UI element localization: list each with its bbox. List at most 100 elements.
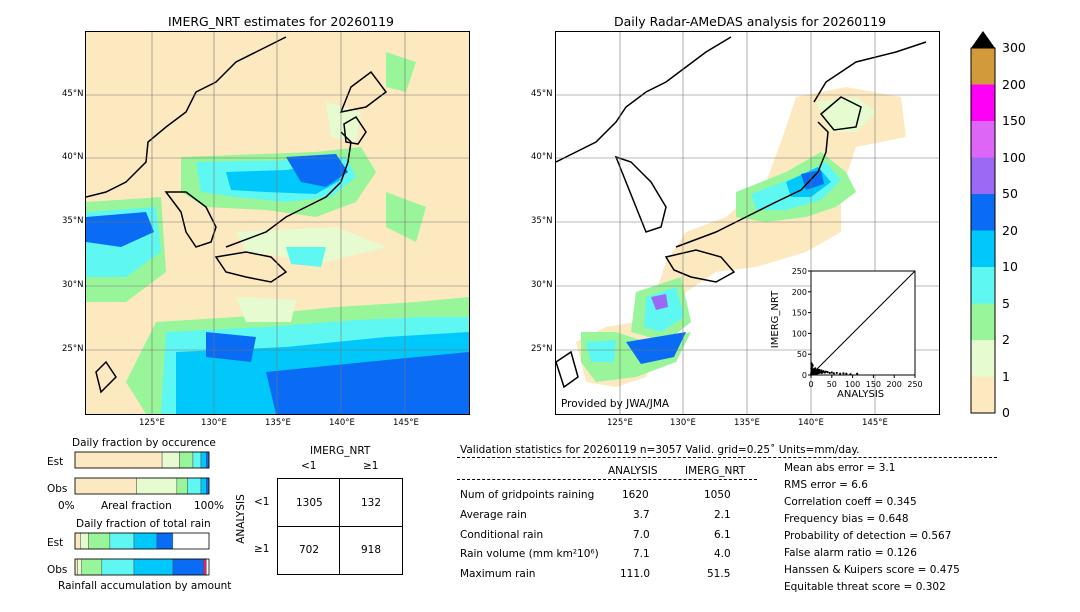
- inset-scatter: 0 0 50 50 100 100 150 150 200 200 250 250 ANALYSIS …: [770, 262, 925, 402]
- right-lon-label: 140°E: [798, 418, 824, 428]
- occ-cat-est: Est: [47, 456, 64, 468]
- rain-cat-est: Est: [47, 537, 64, 549]
- scatter-ylabel: IMERG_NRT: [770, 290, 782, 349]
- colorbar-label: 10: [1002, 259, 1018, 274]
- stacked-segment: [161, 451, 180, 469]
- left-lat-label: 30°N: [62, 280, 84, 290]
- left-lat-label: 35°N: [62, 216, 84, 226]
- score-line: Mean abs error = 3.1: [784, 462, 896, 474]
- colorbar-swatch: [971, 84, 995, 121]
- val-row-a: 7.0: [633, 529, 650, 541]
- scatter-point: [828, 371, 831, 375]
- val-row-b: 4.0: [714, 548, 731, 560]
- rain-cat-obs: Obs: [47, 564, 68, 576]
- left-lon-label: 145°E: [393, 418, 419, 428]
- scatter-xtick: 100: [845, 380, 860, 389]
- colorbar: [970, 30, 996, 414]
- stacked-segment: [80, 532, 89, 550]
- val-col1: ANALYSIS: [608, 465, 658, 477]
- right-map-title: Daily Radar-AMeDAS analysis for 20260119: [614, 14, 887, 29]
- validation-divider: [457, 457, 997, 458]
- left-lat-label: 45°N: [62, 89, 84, 99]
- scatter-point: [856, 372, 859, 375]
- colorbar-label: 1: [1002, 368, 1010, 384]
- right-lon-label: 145°E: [862, 418, 888, 428]
- scatter-ytick: 150: [792, 309, 807, 318]
- val-row-b: 1050: [704, 489, 731, 501]
- left-lon-label: 135°E: [265, 418, 291, 428]
- scatter-point: [842, 372, 845, 375]
- data-credit: Provided by JWA/JMA: [561, 398, 670, 410]
- val-row-b: 2.1: [714, 509, 731, 521]
- ct-cell: 1305: [296, 497, 323, 509]
- colorbar-swatch: [971, 230, 995, 267]
- contingency-table: 1305 132 702 918: [277, 478, 403, 575]
- stacked-segment: [74, 532, 81, 550]
- stacked-segment: [133, 532, 157, 550]
- right-lon-label: 125°E: [607, 418, 633, 428]
- colorbar-label: 200: [1002, 76, 1026, 92]
- scatter-point: [824, 370, 828, 373]
- rain-bars: [74, 532, 210, 576]
- occ-tick-0: 0%: [58, 500, 75, 512]
- occ-xlabel: Areal fraction: [101, 500, 172, 512]
- right-lat-label: 25°N: [531, 344, 553, 354]
- colorbar-label: 2: [1002, 332, 1010, 347]
- scatter-point: [820, 369, 823, 372]
- right-lon-label: 130°E: [670, 418, 696, 428]
- stacked-segment: [133, 558, 174, 576]
- val-row-a: 111.0: [620, 568, 651, 580]
- colorbar-label: 150: [1002, 113, 1026, 128]
- stacked-segment: [200, 451, 207, 469]
- stacked-segment: [176, 477, 188, 495]
- scatter-point: [816, 368, 819, 371]
- scatter-xtick: 150: [866, 380, 881, 389]
- colorbar-label: 100: [1002, 149, 1026, 165]
- stacked-segment: [156, 532, 174, 550]
- colorbar-swatch: [971, 194, 995, 231]
- left-map-title: IMERG_NRT estimates for 20260119: [168, 14, 395, 29]
- occurrence-bars: [74, 451, 210, 495]
- scatter-ytick: 100: [792, 329, 807, 338]
- ct-cell: 702: [299, 544, 320, 556]
- right-lat-label: 30°N: [531, 280, 553, 290]
- scatter-point: [818, 368, 821, 372]
- left-map: [85, 31, 470, 415]
- stacked-segment: [109, 532, 135, 550]
- colorbar-label: 0: [1002, 405, 1010, 420]
- val-col-divider: [457, 479, 757, 480]
- occ-tick-100: 100%: [194, 500, 225, 512]
- left-lon-label: 130°E: [201, 418, 227, 428]
- left-lon-label: 140°E: [329, 418, 355, 428]
- val-row-label: Conditional rain: [460, 529, 544, 541]
- val-row-a: 3.7: [633, 509, 650, 521]
- stacked-segment: [179, 451, 194, 469]
- colorbar-label: 5: [1002, 295, 1010, 311]
- left-lat-label: 40°N: [62, 152, 84, 162]
- score-line: Hanssen & Kuipers score = 0.475: [784, 564, 960, 576]
- stacked-segment: [81, 558, 103, 576]
- score-line: False alarm ratio = 0.126: [784, 547, 917, 559]
- left-map-field: [86, 32, 469, 414]
- val-row-a: 1620: [622, 489, 649, 501]
- scatter-ytick: 50: [797, 350, 807, 359]
- right-lat-label: 45°N: [531, 89, 553, 99]
- val-row-label: Average rain: [460, 509, 527, 521]
- scatter-point: [835, 371, 838, 375]
- scatter-point: [810, 366, 813, 369]
- colorbar-swatch: [971, 303, 995, 340]
- colorbar-label: 20: [1002, 222, 1018, 238]
- colorbar-swatch: [971, 48, 995, 85]
- stacked-segment: [77, 558, 82, 576]
- stacked-segment: [192, 451, 202, 469]
- stacked-segment: [136, 477, 178, 495]
- right-lon-label: 135°E: [734, 418, 760, 428]
- colorbar-label: 50: [1002, 186, 1018, 201]
- colorbar-swatch: [971, 267, 995, 304]
- ct-col-lt1: <1: [301, 460, 317, 472]
- stacked-segment: [206, 451, 210, 469]
- ct-row-lt1: <1: [254, 496, 270, 508]
- score-line: Correlation coeff = 0.345: [784, 496, 917, 508]
- occurrence-title: Daily fraction by occurence: [72, 437, 216, 449]
- left-lon-label: 125°E: [139, 418, 165, 428]
